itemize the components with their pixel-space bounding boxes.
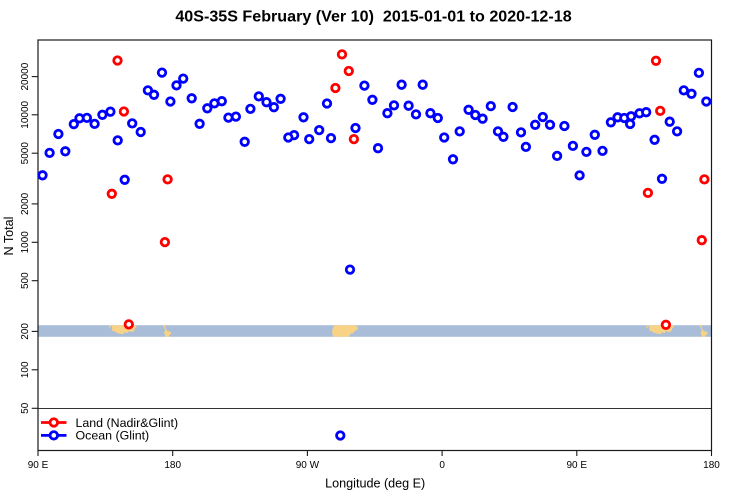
svg-text:10000: 10000	[20, 100, 31, 128]
svg-text:180: 180	[703, 460, 720, 471]
svg-text:Ocean (Glint): Ocean (Glint)	[76, 429, 150, 443]
svg-text:90 E: 90 E	[567, 460, 588, 471]
svg-text:Longitude (deg E): Longitude (deg E)	[325, 477, 425, 491]
svg-text:1000: 1000	[20, 231, 31, 254]
svg-text:5000: 5000	[20, 142, 31, 165]
svg-text:50: 50	[20, 402, 31, 414]
svg-text:90 E: 90 E	[28, 460, 49, 471]
svg-text:Land (Nadir&Glint): Land (Nadir&Glint)	[76, 416, 179, 430]
svg-text:500: 500	[20, 272, 31, 289]
svg-text:2000: 2000	[20, 192, 31, 215]
svg-text:20000: 20000	[20, 62, 31, 90]
svg-text:90 W: 90 W	[296, 460, 320, 471]
svg-text:40S-35S February (Ver 10) 201: 40S-35S February (Ver 10) 2015-01-01 to …	[175, 8, 571, 26]
svg-text:200: 200	[20, 323, 31, 340]
svg-text:180: 180	[164, 460, 181, 471]
svg-text:N Total: N Total	[2, 217, 16, 256]
svg-text:100: 100	[20, 361, 31, 378]
svg-text:0: 0	[439, 460, 445, 471]
